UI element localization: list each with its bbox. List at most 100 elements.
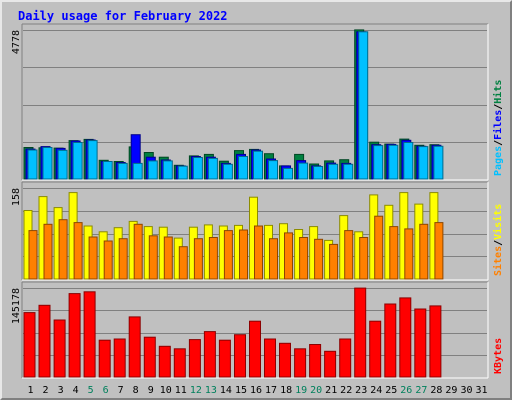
pages-bar (343, 163, 354, 180)
kbytes-bar (158, 345, 171, 378)
pages-bar (27, 149, 38, 180)
x-tick-label: 9 (148, 385, 154, 396)
pages-bar (162, 160, 173, 180)
pages-bar (238, 156, 248, 180)
pages-bar (102, 161, 113, 180)
sites-bar (28, 230, 38, 280)
sites-bar (193, 238, 203, 280)
sites-bar (374, 215, 384, 280)
x-tick-label: 5 (88, 385, 94, 396)
pages-bar (313, 166, 324, 180)
x-tick-label: 8 (133, 385, 139, 396)
kbytes-bar (23, 312, 36, 378)
legend-separator: / (493, 240, 504, 246)
kbytes-bar (369, 320, 382, 378)
sites-bar (73, 222, 83, 280)
sites-bar (103, 240, 113, 280)
kbytes-bar (309, 344, 322, 378)
pages-bar (433, 145, 444, 180)
x-tick-label: 26 (400, 385, 412, 396)
pages-bar (373, 145, 384, 180)
pages-bar (418, 146, 429, 180)
kbytes-bar (234, 334, 246, 378)
x-tick-label: 14 (220, 385, 232, 396)
kbytes-bar (143, 336, 156, 378)
kbytes-bar (264, 338, 276, 378)
pages-bar (298, 162, 309, 180)
pages-bar (403, 142, 414, 180)
sites-bar (284, 232, 293, 280)
pages-bar (388, 144, 399, 180)
sites-bar (254, 225, 263, 280)
sites-bar (208, 237, 218, 280)
sites-bar (299, 237, 309, 280)
sites-bar (344, 230, 354, 280)
x-tick-label: 28 (430, 385, 442, 396)
x-tick-label: 30 (460, 385, 472, 396)
pages-bar (132, 162, 143, 180)
sites-bar (178, 246, 188, 280)
x-tick-label: 20 (310, 385, 322, 396)
x-tick-label: 23 (355, 385, 367, 396)
legend-visits: Visits (492, 204, 504, 240)
legend-separator: / (493, 140, 504, 146)
sites-bar (314, 238, 324, 280)
legend-hits: Hits (492, 80, 504, 104)
kbytes-bar (83, 291, 96, 378)
x-tick-label: 24 (370, 385, 382, 396)
x-tick-label: 6 (103, 385, 109, 396)
kbytes-bar (429, 305, 442, 378)
x-tick-label: 16 (250, 385, 262, 396)
pages-bar (147, 160, 158, 180)
kbytes-bar (113, 338, 126, 378)
kbytes-bar (188, 339, 201, 378)
kbytes-bar (98, 339, 111, 378)
chart-title: Daily usage for February 2022 (18, 9, 228, 23)
kbytes-bar (384, 303, 397, 378)
x-tick-label: 31 (475, 385, 487, 396)
x-tick-label: 3 (58, 385, 64, 396)
legend-sites: Sites (492, 246, 504, 276)
kbytes-bar (414, 308, 427, 378)
x-tick-label: 1 (27, 385, 33, 396)
x-tick-label: 10 (160, 385, 172, 396)
x-tick-label: 11 (175, 385, 187, 396)
sites-bar (133, 223, 143, 280)
x-tick-label: 21 (325, 385, 337, 396)
sites-bar (58, 219, 68, 280)
sites-bar (88, 236, 98, 280)
kbytes-bar (339, 338, 352, 378)
legend-separator: / (493, 104, 504, 110)
pages-bar (253, 150, 263, 180)
sites-bar (404, 228, 414, 280)
sites-bar (163, 236, 173, 280)
sites-bar (148, 235, 158, 280)
kbytes-bar (218, 339, 231, 378)
x-tick-label: 2 (42, 385, 48, 396)
pages-bar (192, 157, 203, 180)
x-tick-label: 15 (235, 385, 247, 396)
kbytes-bar (128, 316, 141, 378)
pages-bar (117, 162, 128, 180)
hits-panel-ytick-label: 4778 (11, 30, 22, 54)
legend-pages: Pages (493, 146, 504, 176)
x-tick-label: 27 (415, 385, 427, 396)
sites-bar (269, 238, 278, 280)
sites-bar (389, 226, 399, 280)
pages-bar (57, 149, 68, 180)
pages-bar (268, 160, 278, 180)
kbytes-bar (354, 287, 367, 378)
x-tick-label: 22 (340, 385, 352, 396)
kbytes-bar (399, 297, 412, 378)
pages-bar (72, 142, 83, 180)
kbytes-bar (38, 304, 51, 378)
x-tick-label: 7 (118, 385, 124, 396)
kbytes-bar (279, 342, 291, 378)
pages-bar (42, 147, 53, 180)
kbytes-bar (68, 293, 81, 378)
x-tick-label: 29 (445, 385, 457, 396)
sites-bar (359, 237, 369, 280)
legend-files: Files (492, 110, 504, 140)
